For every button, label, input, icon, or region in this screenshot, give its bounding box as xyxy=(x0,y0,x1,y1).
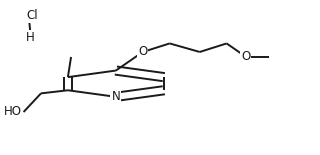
Text: HO: HO xyxy=(4,105,22,118)
Text: N: N xyxy=(111,90,120,103)
Text: H: H xyxy=(26,31,35,44)
Text: O: O xyxy=(138,45,148,58)
Text: Cl: Cl xyxy=(27,9,38,22)
Text: O: O xyxy=(241,50,250,63)
